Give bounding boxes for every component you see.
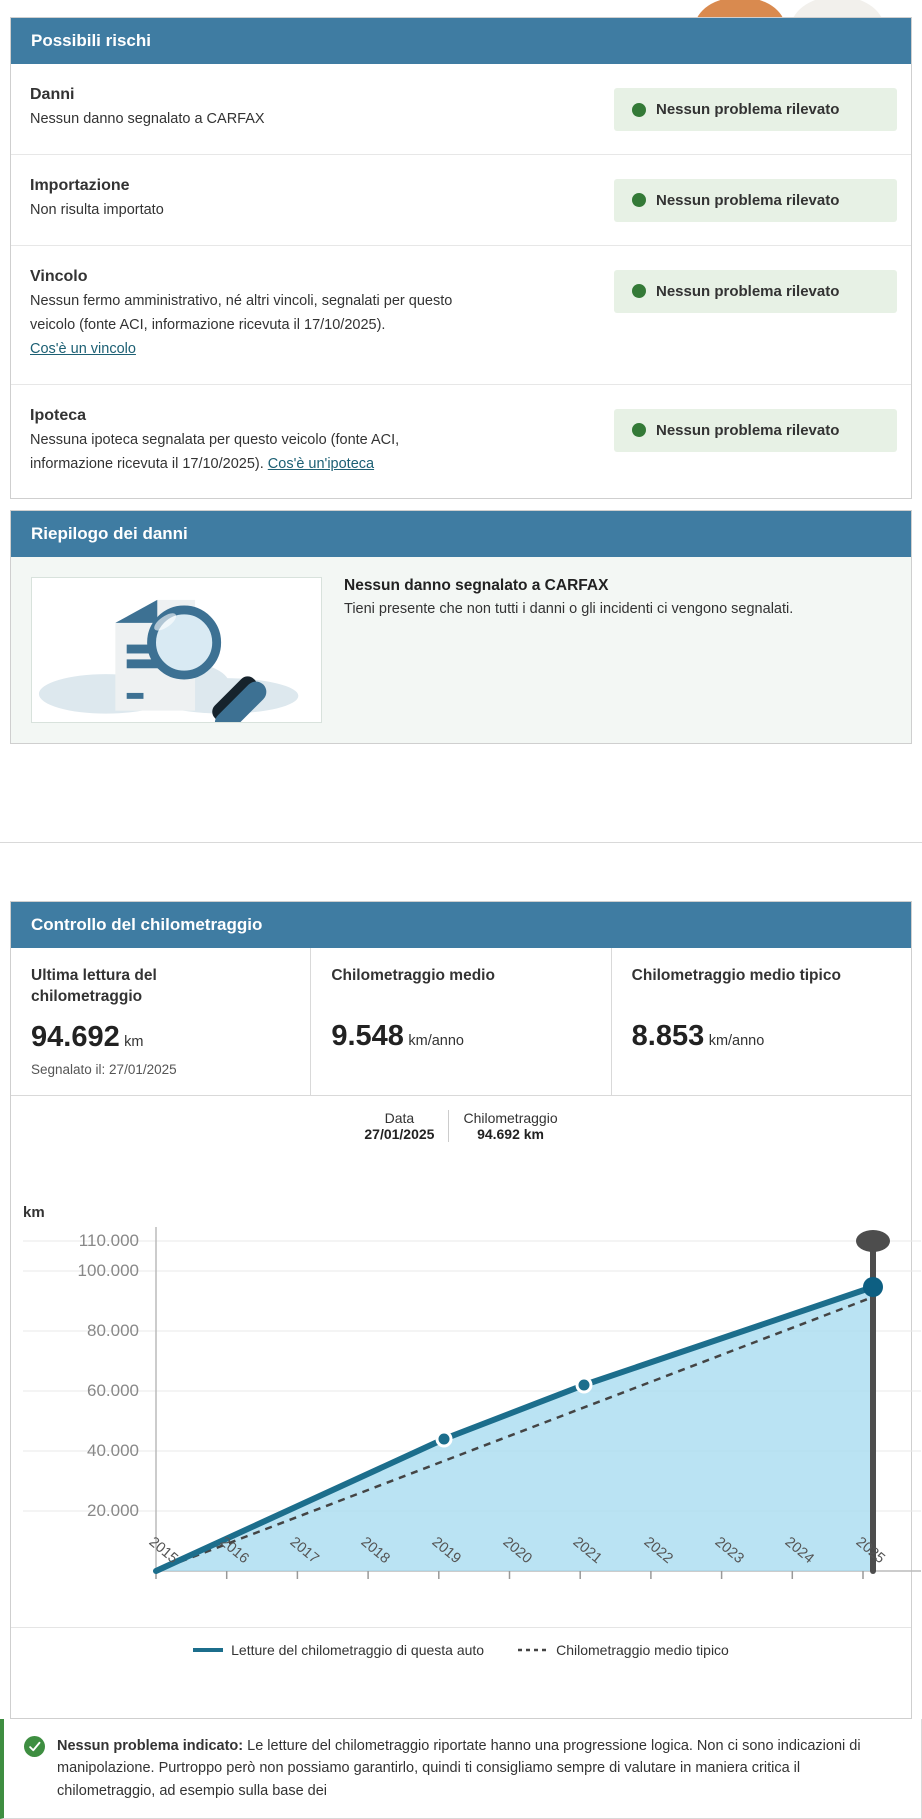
svg-text:40.000: 40.000 — [87, 1441, 139, 1460]
svg-text:20.000: 20.000 — [87, 1501, 139, 1520]
svg-text:60.000: 60.000 — [87, 1381, 139, 1400]
svg-text:80.000: 80.000 — [87, 1321, 139, 1340]
svg-text:110.000: 110.000 — [79, 1231, 139, 1250]
svg-text:km: km — [23, 1204, 45, 1221]
svg-text:100.000: 100.000 — [78, 1261, 139, 1280]
